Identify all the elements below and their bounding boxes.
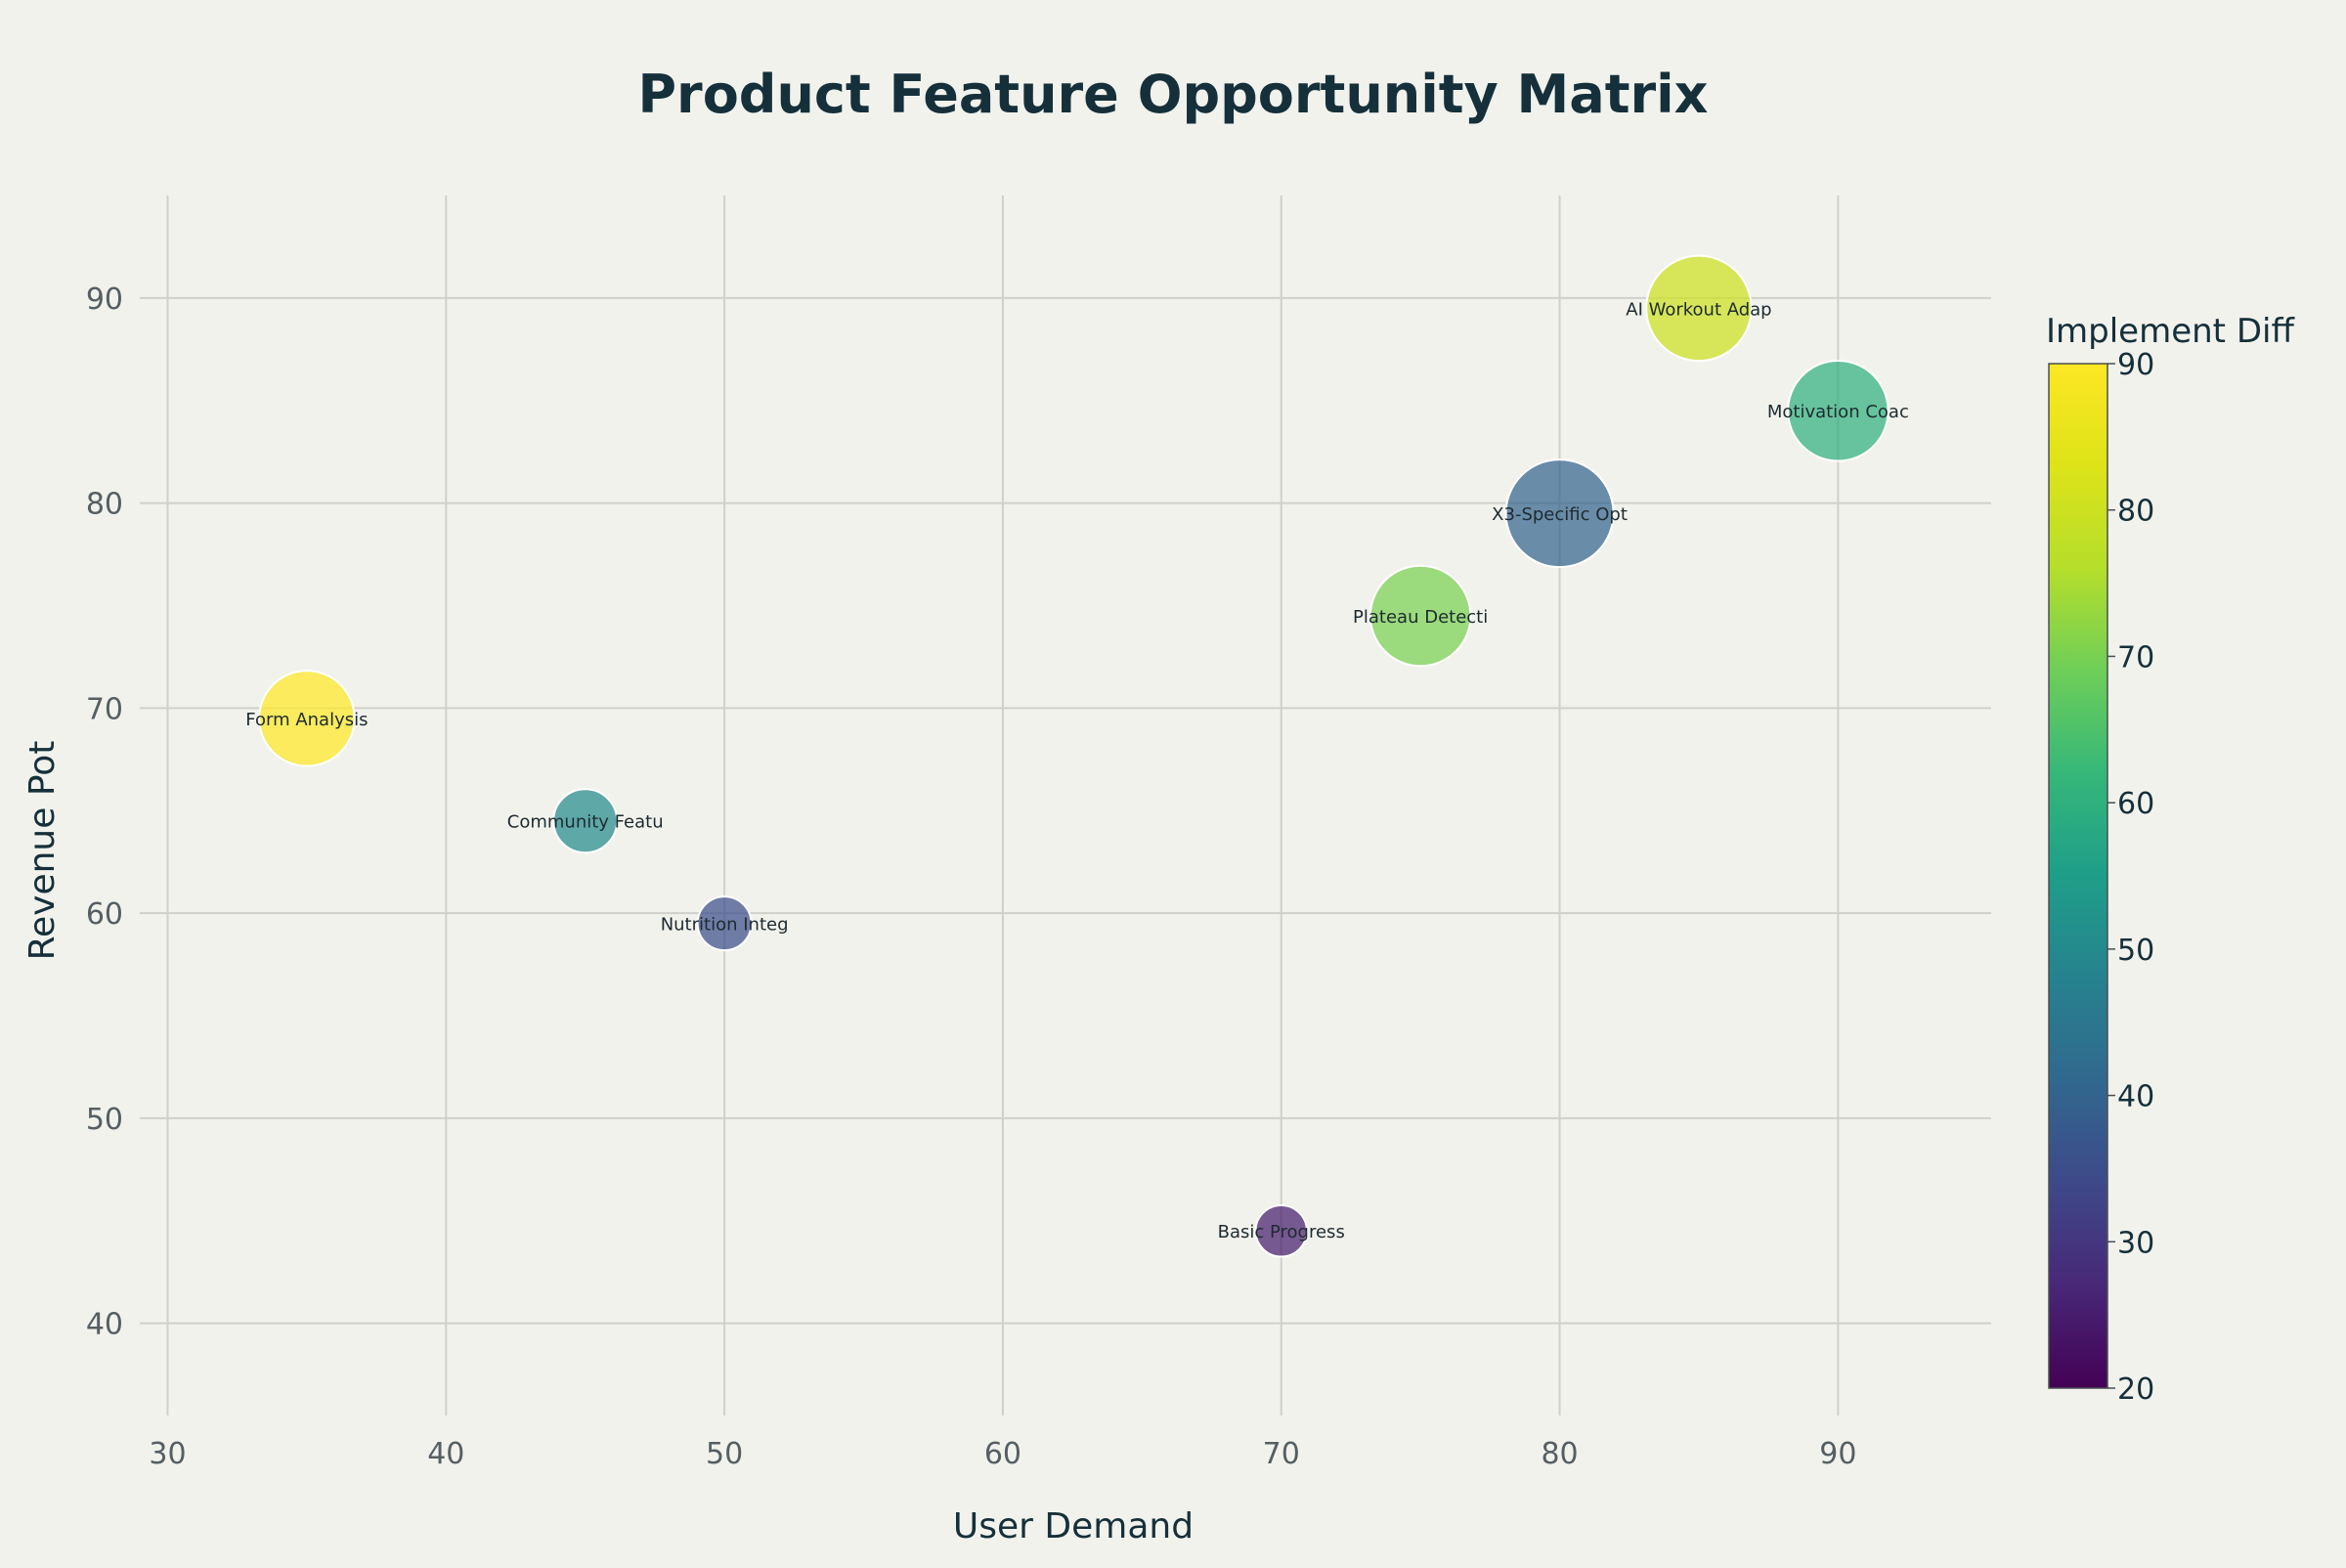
x-axis-title: User Demand bbox=[953, 1506, 1194, 1546]
y-tick-label: 50 bbox=[86, 1103, 123, 1137]
colorbar-tick-label: 90 bbox=[2117, 348, 2154, 382]
x-tick-label: 70 bbox=[1263, 1437, 1300, 1471]
y-tick-label: 60 bbox=[86, 897, 123, 932]
bubble-data-label: Nutrition Integ bbox=[661, 915, 789, 936]
x-tick-label: 60 bbox=[984, 1437, 1021, 1471]
bubble-point[interactable] bbox=[1645, 254, 1753, 363]
colorbar-gradient bbox=[2048, 363, 2108, 1389]
chart-title: Product Feature Opportunity Matrix bbox=[637, 64, 1708, 125]
x-axis-ticks: 30 40 50 60 70 80 90 bbox=[149, 1437, 1856, 1471]
bubble-data-label: AI Workout Adap bbox=[1626, 299, 1771, 320]
bubble-point[interactable] bbox=[1504, 458, 1615, 569]
colorbar-tick-label: 70 bbox=[2117, 640, 2154, 675]
y-axis-ticks: 40 50 60 70 80 90 bbox=[86, 283, 123, 1342]
y-axis-title: Revenue Pot bbox=[22, 741, 63, 961]
bubble-point[interactable] bbox=[696, 895, 753, 952]
y-tick-label: 40 bbox=[86, 1308, 123, 1342]
grid-lines bbox=[140, 196, 1991, 1416]
bubble-point[interactable] bbox=[1787, 359, 1890, 462]
bubble-point[interactable] bbox=[1254, 1203, 1308, 1258]
bubble-labels: AI Workout Adap Motivation Coac X3-Specifi… bbox=[245, 299, 1909, 1242]
y-tick-label: 90 bbox=[86, 283, 123, 317]
bubble-data-label: Basic Progress bbox=[1218, 1222, 1345, 1242]
bubble-data-label: X3-Specific Opt bbox=[1492, 504, 1628, 525]
bubble-point[interactable] bbox=[258, 670, 356, 767]
colorbar-tick-label: 20 bbox=[2117, 1372, 2154, 1407]
bubble-data-label: Motivation Coac bbox=[1767, 402, 1909, 422]
x-tick-label: 40 bbox=[427, 1437, 464, 1471]
colorbar-tick-label: 80 bbox=[2117, 495, 2154, 529]
bubble-data-label: Plateau Detecti bbox=[1353, 607, 1488, 628]
colorbar-tick-label: 50 bbox=[2117, 934, 2154, 968]
colorbar-title: Implement Diff bbox=[2046, 312, 2295, 351]
bubble-data-label: Community Featu bbox=[507, 812, 664, 833]
bubble-point[interactable] bbox=[1368, 564, 1472, 668]
colorbar: Implement Diff 20 30 40 50 60 70 80 90 bbox=[2046, 312, 2295, 1407]
x-tick-label: 80 bbox=[1541, 1437, 1578, 1471]
x-tick-label: 90 bbox=[1819, 1437, 1856, 1471]
bubbles bbox=[258, 254, 1890, 1258]
y-tick-label: 70 bbox=[86, 692, 123, 726]
x-tick-label: 30 bbox=[149, 1437, 186, 1471]
colorbar-ticks: 20 30 40 50 60 70 80 90 bbox=[2107, 348, 2154, 1407]
colorbar-tick-label: 30 bbox=[2117, 1226, 2154, 1260]
x-tick-label: 50 bbox=[706, 1437, 743, 1471]
bubble-data-label: Form Analysis bbox=[245, 710, 368, 730]
colorbar-tick-label: 60 bbox=[2117, 787, 2154, 821]
y-tick-label: 80 bbox=[86, 488, 123, 522]
colorbar-tick-label: 40 bbox=[2117, 1080, 2154, 1114]
bubble-point[interactable] bbox=[552, 788, 619, 854]
